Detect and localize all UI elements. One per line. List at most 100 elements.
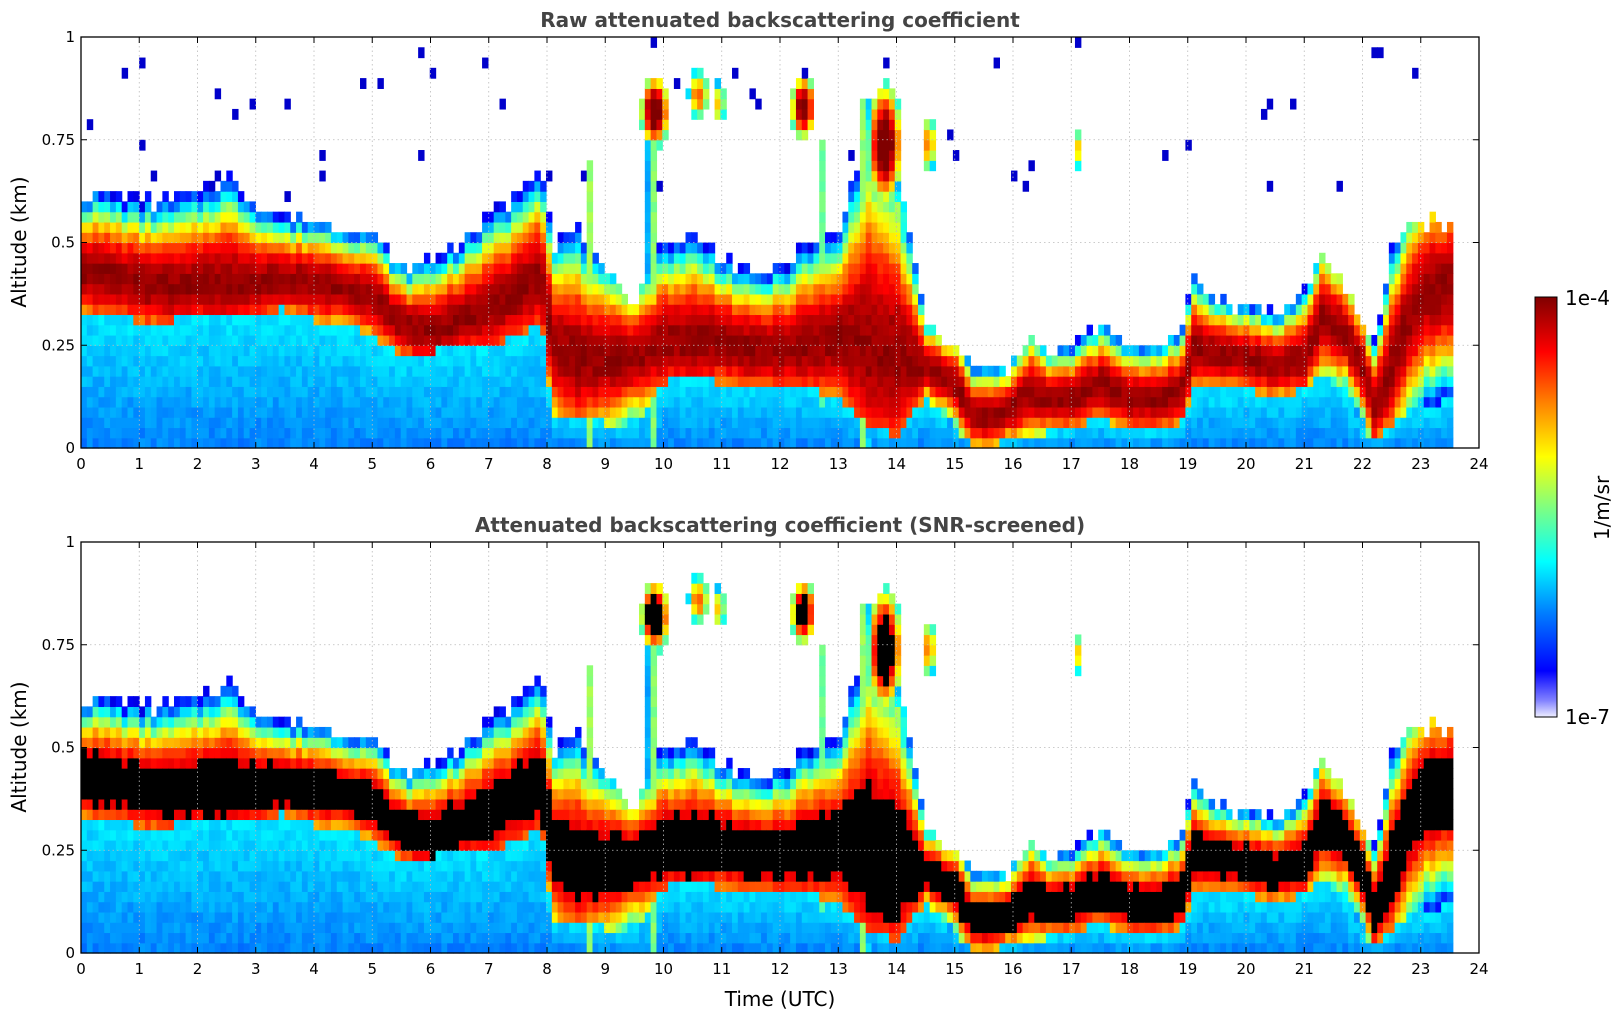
heatmap-cell — [1319, 304, 1326, 316]
heatmap-cell — [883, 78, 890, 89]
heatmap-cell — [888, 355, 896, 367]
heatmap-cell — [104, 232, 111, 244]
heatmap-cell — [540, 252, 547, 264]
heatmap-cell — [668, 365, 675, 377]
heatmap-cell — [296, 304, 303, 316]
heatmap-cell — [214, 283, 222, 295]
heatmap-cell — [1330, 334, 1338, 346]
heatmap-cell — [104, 427, 111, 439]
heatmap-cell — [278, 427, 286, 439]
heatmap-cell — [615, 437, 623, 449]
heatmap-cell — [1423, 334, 1431, 346]
heatmap-cell — [546, 273, 553, 285]
heatmap-cell — [482, 345, 489, 357]
heatmap-cell — [784, 355, 791, 367]
heatmap-cell — [284, 365, 291, 377]
heatmap-cell — [104, 334, 111, 346]
heatmap-cell — [883, 160, 890, 172]
heatmap-cell — [1109, 396, 1117, 408]
heatmap-cell — [214, 304, 222, 316]
heatmap-cell — [528, 293, 535, 305]
heatmap-cell — [656, 417, 663, 429]
heatmap-cell — [1138, 345, 1146, 357]
heatmap-cell — [801, 78, 809, 89]
heatmap-cell — [98, 932, 105, 944]
heatmap-cell — [121, 406, 129, 418]
heatmap-cell — [865, 221, 873, 233]
heatmap-cell — [482, 252, 489, 264]
heatmap-cell — [1342, 406, 1349, 418]
heatmap-cell — [104, 293, 111, 305]
heatmap-cell — [464, 345, 472, 357]
heatmap-cell — [755, 386, 762, 398]
heatmap-cell — [470, 376, 477, 387]
heatmap-cell — [348, 437, 355, 449]
heatmap-cell — [790, 427, 797, 439]
heatmap-cell — [807, 252, 814, 264]
heatmap-cell — [226, 221, 233, 233]
heatmap-cell — [104, 768, 111, 779]
heatmap-cell — [871, 232, 878, 244]
heatmap-cell — [81, 870, 88, 882]
heatmap-cell — [1121, 406, 1128, 418]
heatmap-cell — [470, 365, 477, 377]
heatmap-cell — [848, 293, 855, 305]
heatmap-cell — [1406, 334, 1413, 346]
heatmap-cell — [825, 376, 832, 387]
heatmap-cell — [551, 365, 559, 377]
heatmap-cell — [900, 345, 907, 357]
heatmap-cell — [546, 396, 553, 408]
heatmap-cell — [92, 232, 100, 244]
heatmap-cell — [505, 324, 512, 336]
heatmap-cell — [197, 345, 204, 357]
heatmap-cell — [1406, 324, 1413, 336]
heatmap-cell — [144, 304, 152, 316]
heatmap-cell — [197, 242, 204, 254]
heatmap-cell — [267, 273, 274, 285]
heatmap-cell — [441, 283, 448, 295]
heatmap-cell — [144, 860, 152, 872]
heatmap-cell — [139, 891, 146, 903]
heatmap-cell — [1412, 67, 1419, 79]
heatmap-cell — [493, 386, 501, 398]
heatmap-cell — [923, 345, 931, 357]
heatmap-cell — [1249, 406, 1256, 418]
heatmap-cell — [1231, 345, 1239, 357]
heatmap-cell — [1412, 396, 1419, 408]
heatmap-cell — [790, 98, 797, 110]
heatmap-cell — [1115, 406, 1123, 418]
heatmap-cell — [482, 386, 489, 398]
heatmap-cell — [156, 345, 163, 357]
heatmap-cell — [150, 870, 158, 882]
heatmap-cell — [848, 201, 855, 213]
heatmap-cell — [1034, 365, 1041, 377]
heatmap-cell — [836, 406, 844, 418]
heatmap-cell — [127, 242, 134, 254]
heatmap-cell — [237, 437, 245, 449]
heatmap-cell — [679, 437, 687, 449]
heatmap-cell — [156, 386, 163, 398]
heatmap-cell — [226, 283, 233, 295]
heatmap-cell — [1435, 386, 1442, 398]
heatmap-cell — [650, 427, 658, 439]
heatmap-cell — [865, 365, 873, 377]
heatmap-cell — [115, 252, 123, 264]
heatmap-cell — [162, 252, 169, 264]
heatmap-cell — [644, 160, 652, 172]
heatmap-cell — [348, 273, 355, 285]
heatmap-cell — [1319, 365, 1326, 377]
heatmap-cell — [110, 757, 117, 769]
heatmap-cell — [947, 406, 954, 418]
heatmap-cell — [883, 252, 890, 264]
heatmap-cell — [894, 129, 902, 141]
heatmap-cell — [1243, 324, 1250, 336]
heatmap-cell — [1383, 293, 1390, 305]
heatmap-cell — [127, 365, 134, 377]
heatmap-cell — [598, 283, 605, 295]
heatmap-cell — [981, 437, 989, 449]
heatmap-cell — [639, 304, 646, 316]
heatmap-cell — [81, 232, 88, 244]
heatmap-cell — [1359, 406, 1367, 418]
heatmap-cell — [156, 232, 163, 244]
heatmap-cell — [807, 119, 814, 131]
